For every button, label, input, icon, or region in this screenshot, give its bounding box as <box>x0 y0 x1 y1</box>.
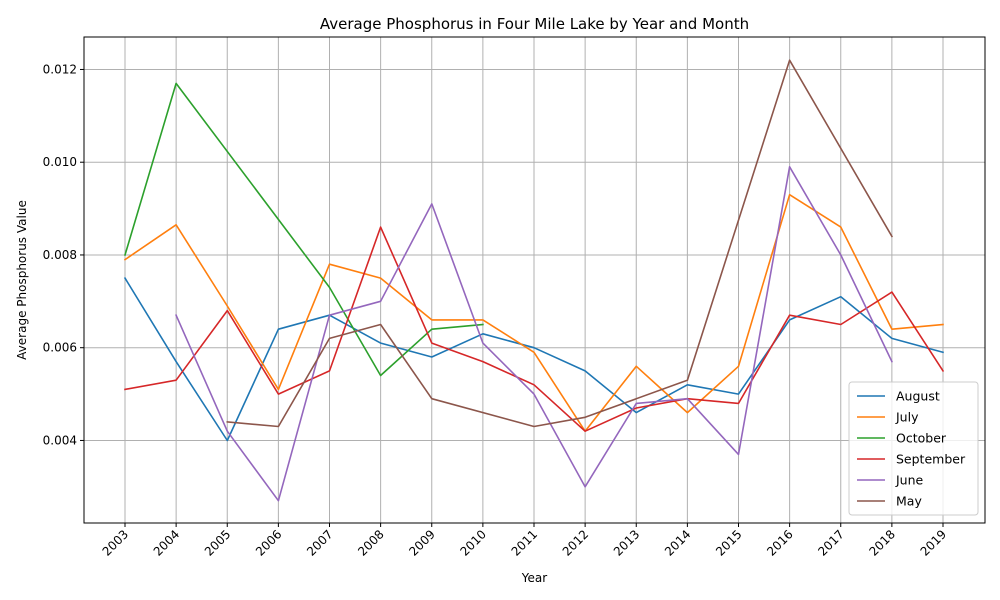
series-line-may <box>226 59 893 428</box>
legend-label-june: June <box>895 473 924 488</box>
series-line-june <box>175 166 893 502</box>
legend: August July October September June May <box>848 381 979 516</box>
legend-frame <box>848 381 979 516</box>
x-axis-title: Year <box>521 571 547 585</box>
legend-label-september: September <box>896 452 966 467</box>
y-tick-label: 0.010 <box>43 155 77 169</box>
legend-label-october: October <box>896 431 947 446</box>
series-line-september <box>124 226 945 433</box>
y-tick-label: 0.006 <box>43 341 77 355</box>
y-tick-label: 0.008 <box>43 248 77 262</box>
legend-label-july: July <box>895 410 919 425</box>
series-lines <box>123 59 945 502</box>
legend-label-august: August <box>896 389 940 404</box>
y-axis-ticks: 0.004 0.006 0.008 0.010 0.012 <box>43 62 84 447</box>
y-axis-title: Average Phosphorus Value <box>15 200 29 360</box>
legend-label-may: May <box>896 494 922 509</box>
series-line-july <box>123 193 944 433</box>
chart-title: Average Phosphorus in Four Mile Lake by … <box>320 15 749 33</box>
y-tick-label: 0.012 <box>43 62 77 76</box>
y-tick-label: 0.004 <box>43 433 77 447</box>
